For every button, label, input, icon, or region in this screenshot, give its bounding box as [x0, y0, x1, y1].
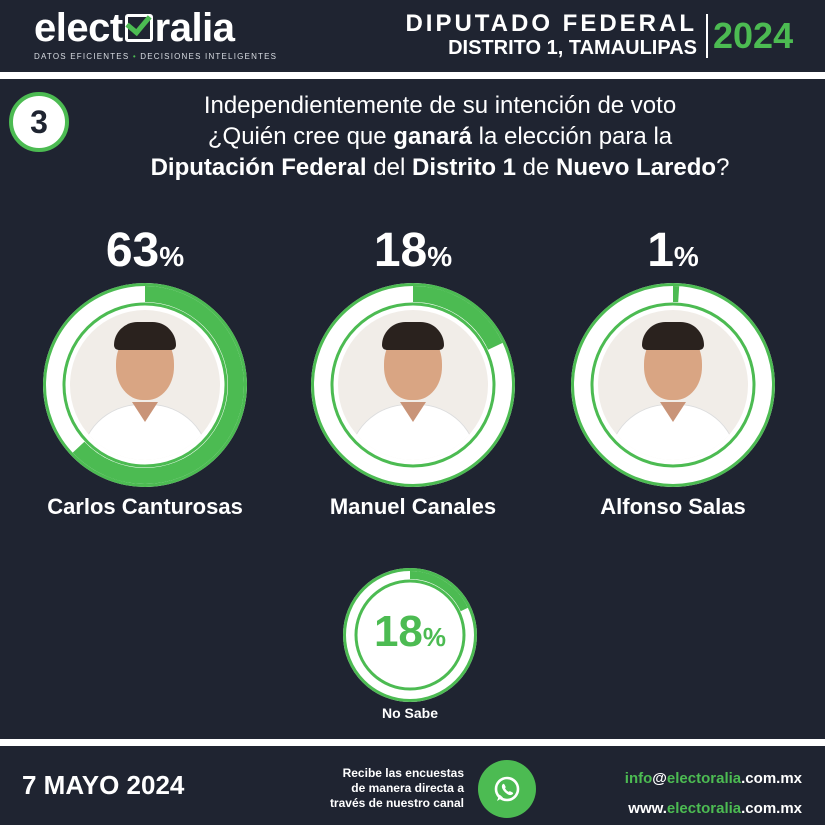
candidate-photo	[598, 310, 748, 460]
candidate-percentage: 18%	[373, 224, 453, 277]
no-sabe-block: 18% No Sabe	[342, 567, 478, 721]
candidate-photo	[338, 310, 488, 460]
candidate-percentage: 1%	[647, 224, 699, 277]
question-number-badge: 3	[9, 92, 69, 152]
logo-wordmark: elect ralia	[34, 6, 235, 50]
candidate-percentage: 63%	[105, 224, 185, 277]
ring-outer-border	[311, 283, 515, 487]
email-link[interactable]: info@electoralia.com.mx	[624, 770, 802, 787]
channel-message: Recibe las encuestas de manera directa a…	[329, 766, 464, 810]
header: elect ralia DATOS EFICIENTES • DECISIONES…	[0, 0, 825, 72]
title-line-1: DIPUTADO FEDERAL	[405, 10, 697, 37]
ring-outer-border	[571, 283, 775, 487]
value-arc-alfonso-salas	[574, 286, 772, 484]
value-arc-manuel-canales	[314, 286, 512, 484]
ring-inner-border	[62, 302, 228, 468]
footer-divider	[0, 739, 825, 746]
donut-chart	[570, 282, 776, 488]
candidate-name: Carlos Canturosas	[47, 494, 243, 519]
ring-inner-border	[590, 302, 756, 468]
candidate-2: 18% Manuel Canales	[293, 226, 533, 522]
candidate-name: Manuel Canales	[329, 494, 497, 519]
ring-inner-border	[330, 302, 496, 468]
donut-chart	[42, 282, 248, 488]
electoralia-logo: elect ralia DATOS EFICIENTES • DECISIONES…	[34, 6, 277, 61]
ring-outer-border	[343, 568, 477, 702]
value-arc-no-sabe	[346, 571, 474, 699]
no-sabe-label: No Sabe	[381, 705, 438, 721]
question-text: Independientemente de su intención de vo…	[150, 92, 730, 181]
donut-chart: 18%	[342, 567, 478, 703]
candidate-3: 1% Alfonso Salas	[553, 226, 793, 522]
ring-outer-border	[43, 283, 247, 487]
logo-tagline: DATOS EFICIENTES • DECISIONES INTELIGENT…	[34, 52, 278, 61]
website-link[interactable]: www.electoralia.com.mx	[628, 800, 802, 817]
title-divider	[706, 14, 708, 58]
ring-inner-border	[354, 579, 466, 691]
ballot-check-icon	[124, 8, 153, 42]
survey-title: DIPUTADO FEDERAL DISTRITO 1, TAMAULIPAS	[405, 12, 697, 60]
header-divider	[0, 72, 825, 79]
candidate-1: 63% Carlos Canturosas	[25, 226, 265, 522]
year-label: 2024	[713, 15, 794, 56]
value-arc-carlos-canturosas	[46, 286, 244, 484]
contact-info: info@electoralia.com.mx www.electoralia.…	[582, 764, 802, 824]
donut-chart	[310, 282, 516, 488]
candidate-name: Alfonso Salas	[600, 494, 746, 519]
survey-date: 7 MAYO 2024	[22, 770, 185, 800]
title-line-2: DISTRITO 1, TAMAULIPAS	[448, 37, 697, 59]
candidate-photo	[70, 310, 220, 460]
whatsapp-icon[interactable]	[478, 760, 536, 818]
no-sabe-percentage: 18%	[373, 607, 447, 656]
